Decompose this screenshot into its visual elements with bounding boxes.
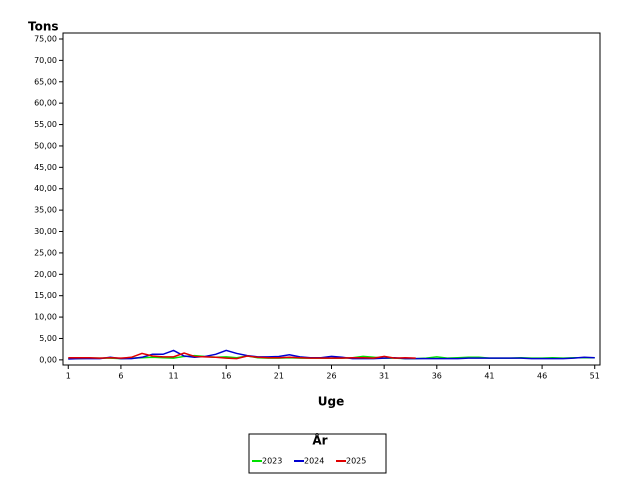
legend-label: 2024 xyxy=(304,457,324,466)
plot-frame xyxy=(62,32,601,366)
y-axis-label: Tons xyxy=(28,20,59,34)
y-tick-label: 5,00 xyxy=(39,334,57,343)
y-tick-label: 10,00 xyxy=(34,313,57,322)
y-tick-label: 30,00 xyxy=(34,227,57,236)
y-tick-label: 25,00 xyxy=(34,248,57,257)
y-tick-label: 60,00 xyxy=(34,99,57,108)
y-tick-label: 65,00 xyxy=(34,77,57,86)
y-tick-label: 0,00 xyxy=(39,355,57,364)
y-tick-label: 15,00 xyxy=(34,291,57,300)
x-tick-label: 1 xyxy=(66,372,71,381)
series-line xyxy=(68,352,416,360)
legend-title: År xyxy=(312,433,327,448)
x-tick-label: 21 xyxy=(274,372,284,381)
x-tick-label: 36 xyxy=(432,372,442,381)
x-tick-label: 41 xyxy=(484,372,494,381)
y-tick-label: 20,00 xyxy=(34,270,57,279)
y-tick-label: 40,00 xyxy=(34,184,57,193)
legend-box xyxy=(248,433,387,474)
x-tick-label: 11 xyxy=(168,372,178,381)
x-tick-label: 26 xyxy=(326,372,336,381)
x-tick-label: 16 xyxy=(221,372,231,381)
y-tick-label: 75,00 xyxy=(34,34,57,43)
x-axis-label: Uge xyxy=(318,395,344,409)
y-tick-label: 50,00 xyxy=(34,141,57,150)
x-tick-label: 51 xyxy=(590,372,600,381)
x-tick-label: 31 xyxy=(379,372,389,381)
y-tick-label: 35,00 xyxy=(34,206,57,215)
y-tick-label: 70,00 xyxy=(34,56,57,65)
y-tick-label: 45,00 xyxy=(34,163,57,172)
series-line xyxy=(68,349,595,360)
y-tick-label: 55,00 xyxy=(34,120,57,129)
legend-label: 2023 xyxy=(262,457,282,466)
legend-label: 2025 xyxy=(346,457,366,466)
x-tick-label: 6 xyxy=(118,372,123,381)
x-tick-label: 46 xyxy=(537,372,547,381)
